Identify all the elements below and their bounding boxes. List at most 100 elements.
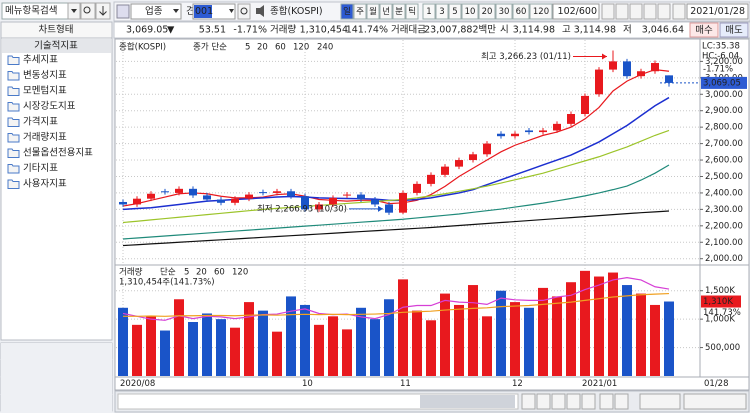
ma-legend-label: 종가 단순: [193, 42, 227, 53]
volume-title: 거래량: [119, 267, 143, 278]
sell-button[interactable]: [719, 22, 749, 38]
volume-bar: [468, 285, 478, 376]
zoom-out[interactable]: [614, 393, 629, 410]
volume-ma-legend-item: 60: [214, 268, 225, 278]
search-icon: [240, 7, 248, 15]
period-button[interactable]: [435, 3, 449, 20]
period-button[interactable]: [405, 3, 419, 20]
candle-body: [189, 188, 197, 196]
period-button[interactable]: [353, 3, 367, 20]
buy-button[interactable]: [689, 22, 719, 38]
time-axis: [114, 376, 750, 391]
count-text: 102/600: [558, 6, 597, 17]
scroll-last[interactable]: [581, 393, 596, 410]
volume-bar: [160, 330, 170, 376]
market-select[interactable]: [130, 3, 182, 20]
period-button[interactable]: [461, 3, 479, 20]
period-label: 월: [369, 6, 377, 17]
save-button[interactable]: [643, 3, 657, 20]
volume-bar: [426, 320, 436, 376]
calendar-button[interactable]: [672, 3, 686, 20]
volume-summary: 1,310,454주(141.73%): [119, 278, 215, 288]
refresh-button[interactable]: [601, 3, 615, 20]
volume-bar: [482, 316, 492, 376]
period-button[interactable]: [392, 3, 406, 20]
period-button[interactable]: [478, 3, 496, 20]
volume-bar: [552, 296, 562, 376]
volume-bar: [440, 293, 450, 376]
volume-bar: [454, 304, 464, 376]
chart-type-label: 차트형태: [39, 24, 74, 36]
candle-body: [259, 192, 267, 194]
candle-body: [539, 130, 547, 133]
period-toggle: 견: [186, 5, 195, 17]
period-label: 주: [356, 7, 364, 17]
candle-body: [399, 192, 407, 213]
candle-body: [175, 188, 183, 193]
volume-bar: [566, 282, 576, 376]
folder-icon: [7, 71, 20, 81]
count-box[interactable]: [552, 3, 600, 20]
candle-body: [567, 114, 575, 124]
tool-button[interactable]: [629, 3, 643, 20]
y-tick-label: 3,200.00: [705, 57, 743, 67]
settings-button[interactable]: [683, 393, 747, 410]
period-label: 틱: [408, 6, 416, 17]
candle-body: [427, 174, 435, 184]
folder-icon: [7, 102, 20, 112]
scroll-prev[interactable]: [536, 393, 551, 410]
search-code-button[interactable]: [237, 3, 251, 20]
scroll-first[interactable]: [521, 393, 536, 410]
volume-bar: [258, 310, 268, 376]
period-button[interactable]: [379, 3, 393, 20]
period-button[interactable]: [512, 3, 530, 20]
low-arrowhead: [378, 205, 383, 212]
zoom-in[interactable]: [599, 393, 614, 410]
scroll-track[interactable]: [117, 393, 519, 410]
date-box[interactable]: [686, 3, 749, 20]
indicator-header-label: 기술적지표: [34, 40, 78, 52]
buy-label: 매수: [695, 25, 713, 36]
code-selection: [194, 5, 212, 18]
period-button[interactable]: [422, 3, 436, 20]
scroll-stop[interactable]: [551, 393, 566, 410]
candle-body: [525, 130, 533, 133]
period-label: 년: [382, 6, 390, 17]
volume-bar: [398, 279, 408, 376]
volume-bar: [216, 319, 226, 376]
volume-label: 거래량: [270, 24, 296, 36]
candle-body: [553, 123, 561, 131]
sell-label: 매도: [725, 25, 743, 36]
volume-ma-line: [122, 277, 670, 321]
ma-line: [122, 210, 670, 247]
candle-body: [329, 197, 337, 205]
period-button[interactable]: [340, 3, 354, 20]
tool-button[interactable]: [657, 3, 671, 20]
period-button[interactable]: [448, 3, 462, 20]
candle-body: [203, 195, 211, 200]
period-button[interactable]: [495, 3, 513, 20]
tool-button[interactable]: [615, 3, 629, 20]
volume-bar: [496, 290, 506, 376]
market-label: 업종: [145, 5, 163, 17]
view-button[interactable]: [639, 393, 681, 410]
volume-bar: [342, 329, 352, 376]
scroll-next[interactable]: [566, 393, 581, 410]
volume-ma-legend-item: 5: [184, 268, 189, 278]
candle-body: [651, 63, 659, 72]
scroll-controls: [521, 393, 747, 410]
menu-icon[interactable]: [116, 4, 130, 19]
volume-bar: [314, 324, 324, 376]
amount-value: 23,007,882백만: [424, 25, 496, 36]
period-label: 60: [516, 7, 527, 17]
candle-body: [273, 191, 281, 193]
stock-name: 종합(KOSPI): [270, 6, 323, 17]
search-button[interactable]: [80, 2, 96, 20]
code-text: 001: [195, 6, 213, 17]
y-tick-label: 2,500.00: [705, 172, 743, 182]
scroll-thumb[interactable]: [420, 395, 515, 408]
volume-ma-legend-item: 20: [196, 268, 207, 278]
period-button[interactable]: [366, 3, 380, 20]
sound-icon[interactable]: [256, 5, 264, 17]
period-button[interactable]: [529, 3, 553, 20]
